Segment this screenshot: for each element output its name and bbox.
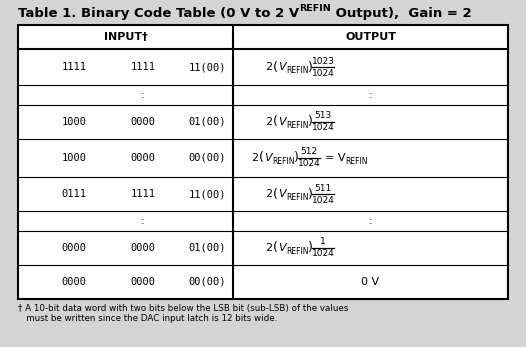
Text: REFIN: REFIN <box>272 157 295 166</box>
Text: V: V <box>264 153 271 163</box>
Text: 511: 511 <box>315 184 331 193</box>
Text: (: ( <box>273 241 278 254</box>
Text: 2: 2 <box>265 62 272 72</box>
Text: 1000: 1000 <box>62 153 86 163</box>
Text: 1024: 1024 <box>311 249 335 258</box>
Text: Output),  Gain = 2: Output), Gain = 2 <box>331 7 471 20</box>
Text: 0000: 0000 <box>130 277 156 287</box>
Text: 1111: 1111 <box>62 62 86 72</box>
Text: :: : <box>141 90 145 100</box>
Text: (: ( <box>273 188 278 201</box>
Text: 0 V: 0 V <box>361 277 380 287</box>
Text: † A 10-bit data word with two bits below the LSB bit (sub-LSB) of the values: † A 10-bit data word with two bits below… <box>18 304 348 313</box>
Text: 0000: 0000 <box>130 117 156 127</box>
Text: REFIN: REFIN <box>286 66 309 75</box>
Text: Table 1. Binary Code Table (0 V to 2 V: Table 1. Binary Code Table (0 V to 2 V <box>18 7 299 20</box>
Text: :: : <box>369 90 372 100</box>
Text: 1024: 1024 <box>311 123 335 132</box>
Text: (: ( <box>259 152 264 164</box>
Text: ): ) <box>308 241 313 254</box>
Text: must be written since the DAC input latch is 12 bits wide.: must be written since the DAC input latc… <box>18 314 277 323</box>
Text: 0000: 0000 <box>130 243 156 253</box>
Text: 0000: 0000 <box>62 277 86 287</box>
Bar <box>18 25 508 299</box>
Text: :: : <box>369 216 372 226</box>
Text: ): ) <box>294 152 299 164</box>
Text: 1: 1 <box>320 237 326 246</box>
Text: ): ) <box>308 115 313 128</box>
Text: 513: 513 <box>315 111 331 120</box>
Text: REFIN: REFIN <box>286 121 309 130</box>
Text: 00(00): 00(00) <box>188 277 226 287</box>
Text: 11(00): 11(00) <box>188 62 226 72</box>
Text: 1024: 1024 <box>311 69 335 78</box>
Text: 512: 512 <box>300 147 318 156</box>
Text: V: V <box>278 62 286 72</box>
Text: REFIN: REFIN <box>286 247 309 256</box>
Text: REFIN: REFIN <box>299 4 331 13</box>
Text: 00(00): 00(00) <box>188 153 226 163</box>
Text: :: : <box>141 216 145 226</box>
Text: = V: = V <box>325 153 346 163</box>
Text: 2: 2 <box>265 189 272 199</box>
Text: 0000: 0000 <box>130 153 156 163</box>
Text: ): ) <box>308 61 313 74</box>
Text: REFIN: REFIN <box>345 157 368 166</box>
Text: 01(00): 01(00) <box>188 243 226 253</box>
Text: 1111: 1111 <box>130 62 156 72</box>
Text: V: V <box>278 243 286 253</box>
Text: ): ) <box>308 188 313 201</box>
Text: 1024: 1024 <box>298 160 320 169</box>
Text: INPUT†: INPUT† <box>104 32 147 42</box>
Text: REFIN: REFIN <box>286 193 309 202</box>
Text: 1000: 1000 <box>62 117 86 127</box>
Text: 11(00): 11(00) <box>188 189 226 199</box>
Text: OUTPUT: OUTPUT <box>345 32 396 42</box>
Text: 01(00): 01(00) <box>188 117 226 127</box>
Text: V: V <box>278 189 286 199</box>
Text: 1111: 1111 <box>130 189 156 199</box>
Text: 0111: 0111 <box>62 189 86 199</box>
Text: 2: 2 <box>265 117 272 127</box>
Text: 1024: 1024 <box>311 196 335 205</box>
Text: 2: 2 <box>265 243 272 253</box>
Text: (: ( <box>273 115 278 128</box>
Text: 0000: 0000 <box>62 243 86 253</box>
Text: 1023: 1023 <box>311 57 335 66</box>
Text: 2: 2 <box>251 153 258 163</box>
Text: (: ( <box>273 61 278 74</box>
Text: V: V <box>278 117 286 127</box>
